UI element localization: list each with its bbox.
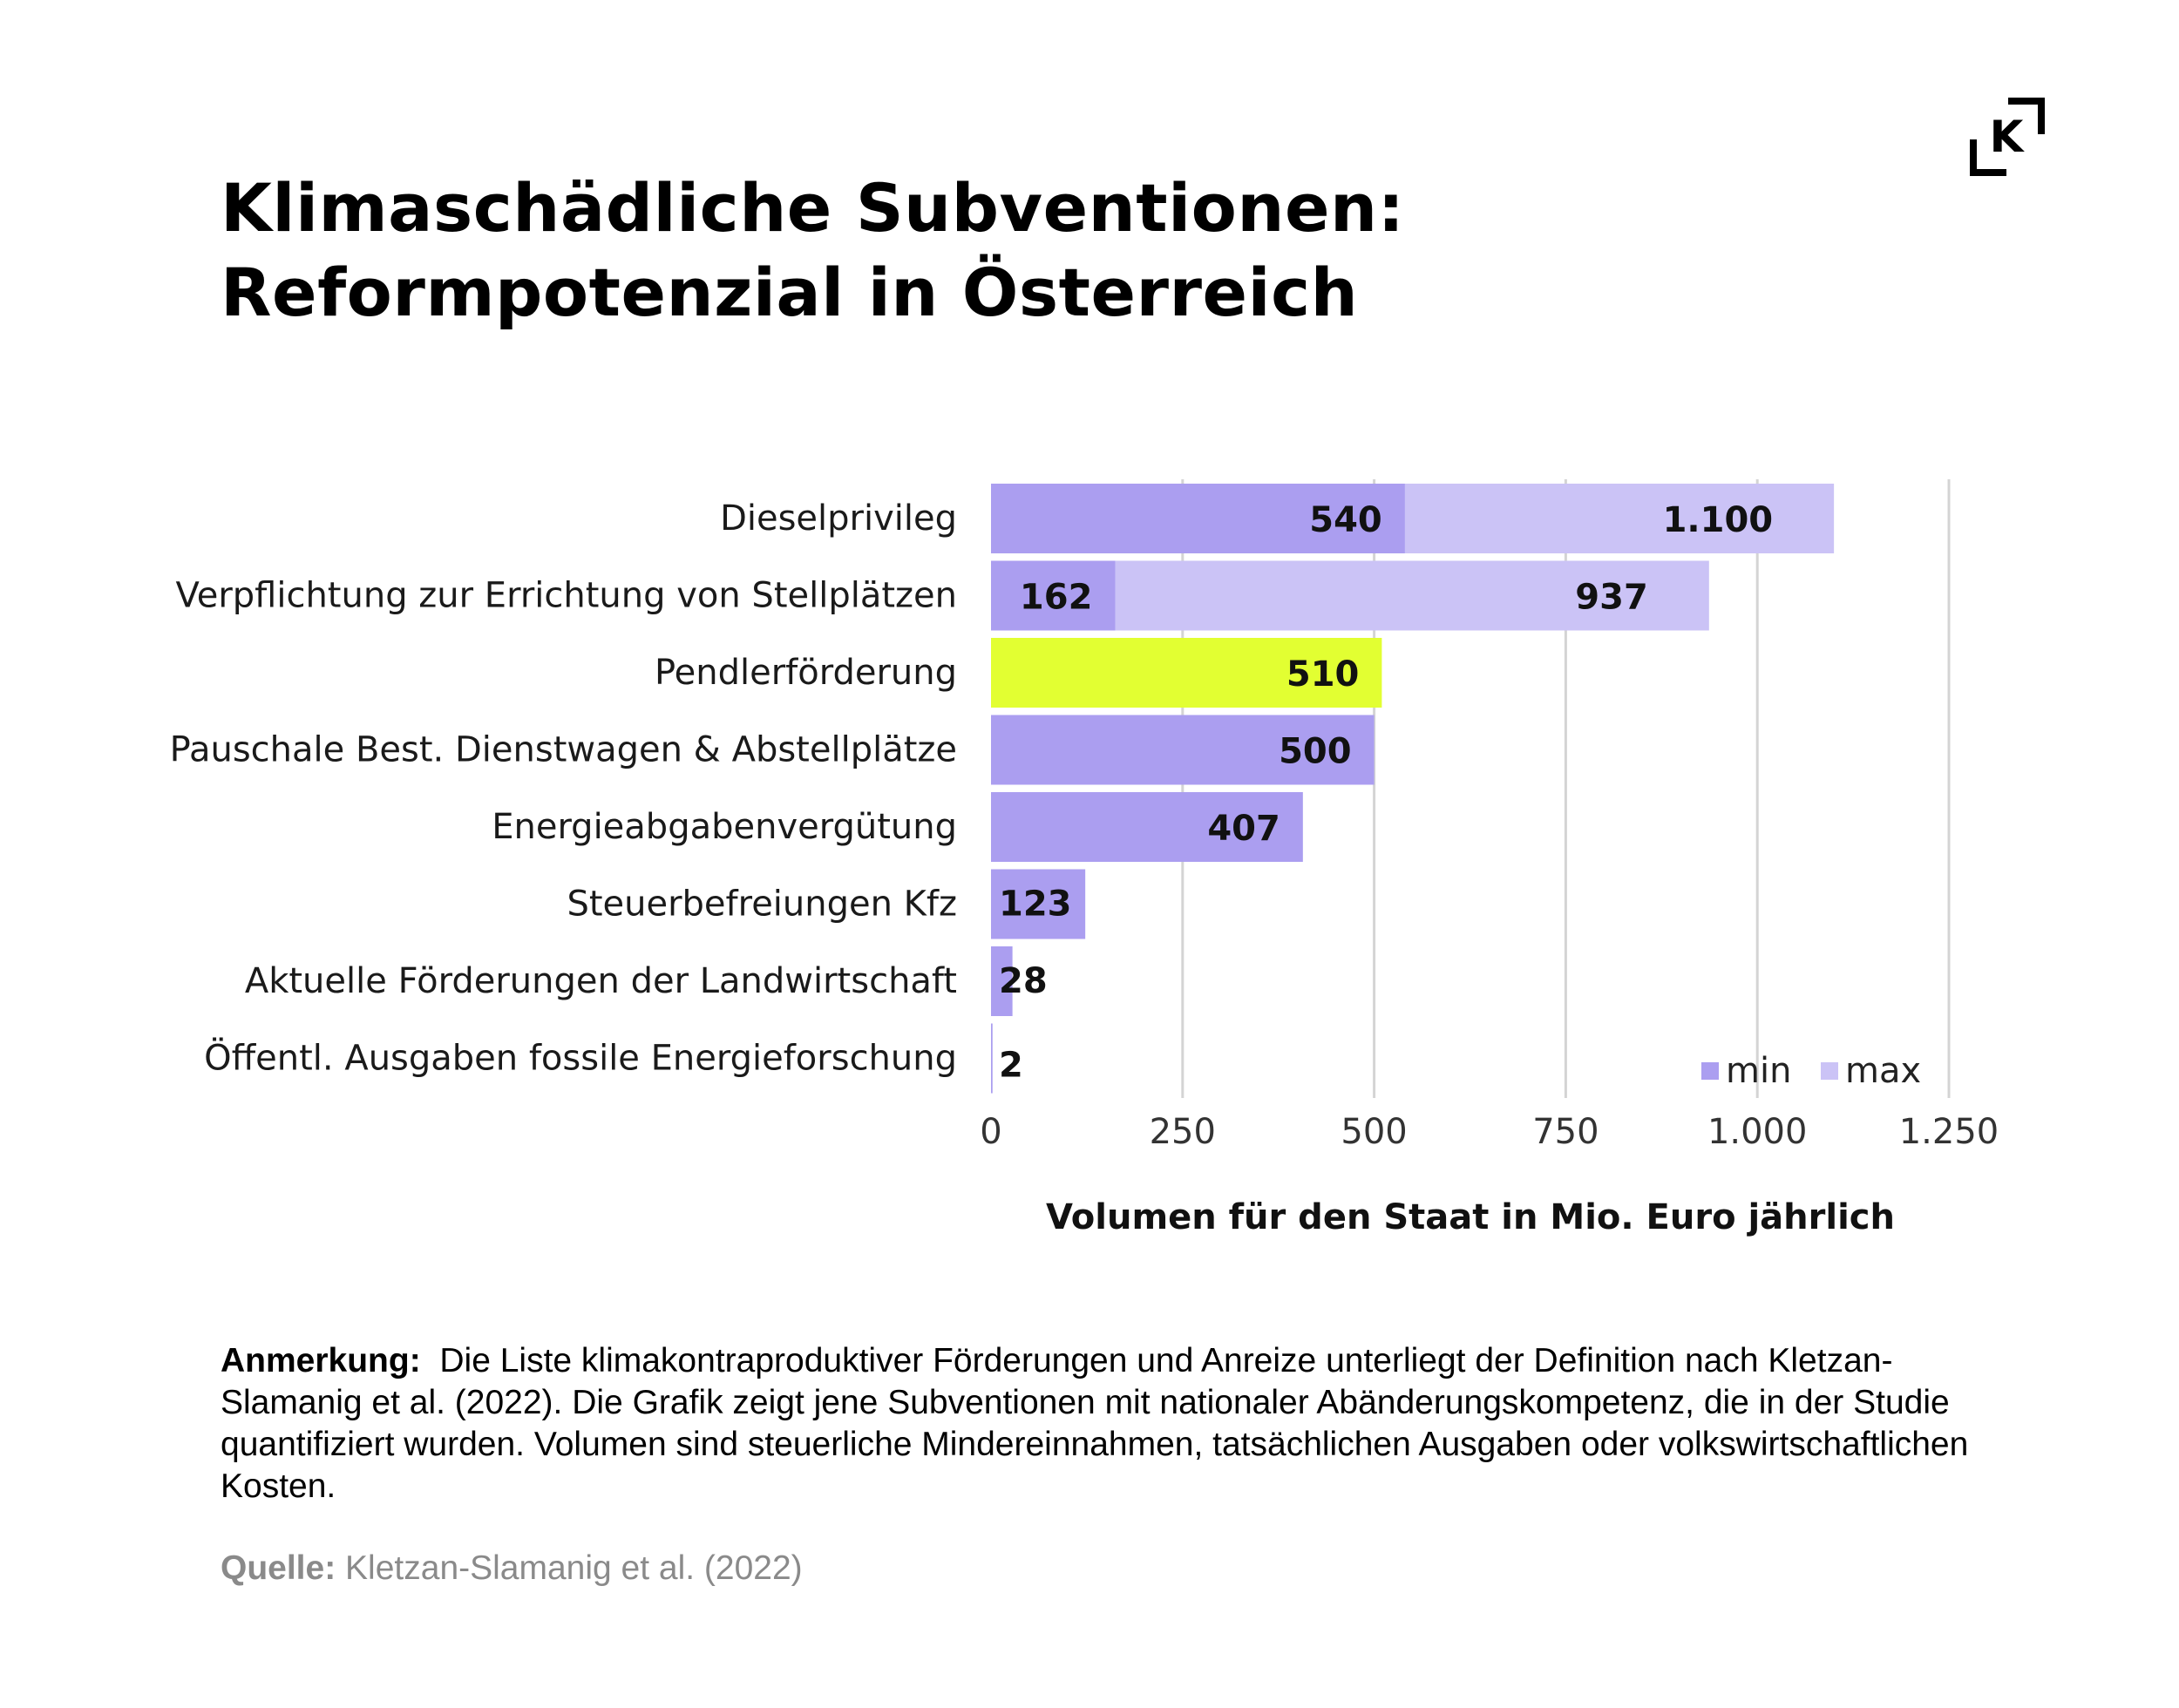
bar-min-0 — [991, 484, 1405, 553]
data-label-min-4: 407 — [1207, 809, 1280, 849]
legend-swatch-max — [1821, 1062, 1838, 1080]
note-paragraph: Anmerkung: Die Liste klimakontraprodukti… — [221, 1340, 2007, 1508]
category-label-3: Pauschale Best. Dienstwagen & Abstellplä… — [170, 730, 957, 770]
note-lead: Anmerkung: — [221, 1342, 421, 1379]
x-tick-labels: 0 250 500 750 1.000 1.250 — [980, 1112, 1999, 1152]
category-label-1: Verpflichtung zur Errichtung von Stellpl… — [175, 576, 957, 616]
data-label-min-3: 500 — [1279, 732, 1352, 772]
x-axis-label: Volumen für den Staat in Mio. Euro jährl… — [1046, 1197, 1895, 1237]
category-labels: Dieselprivileg Verpflichtung zur Errichtu… — [170, 498, 957, 1079]
bar-min-1 — [991, 560, 1116, 631]
data-label-min-1: 162 — [1020, 578, 1093, 618]
x-tick-label-1: 250 — [1150, 1112, 1216, 1152]
data-label-min-0: 540 — [1309, 500, 1382, 540]
bar-min-7 — [991, 1023, 993, 1094]
legend-swatch-min — [1701, 1062, 1719, 1080]
x-tick-label-4: 1.000 — [1707, 1112, 1808, 1152]
data-label-max-0: 1.100 — [1663, 500, 1774, 540]
legend-label-max: max — [1845, 1051, 1921, 1091]
category-label-7: Öffentl. Ausgaben fossile Energieforschu… — [204, 1037, 957, 1079]
bar-min-4 — [991, 792, 1303, 862]
data-label-min-6: 28 — [999, 961, 1048, 1001]
category-label-5: Steuerbefreiungen Kfz — [567, 884, 957, 925]
category-label-0: Dieselprivileg — [720, 498, 957, 539]
data-labels: 540 1.100 162 937 510 500 407 123 28 2 — [999, 500, 1773, 1086]
data-label-min-5: 123 — [999, 884, 1072, 925]
bar-min-5 — [991, 869, 1086, 939]
page-title: Klimaschädliche Subventionen: Reformpote… — [221, 166, 1702, 335]
x-tick-label-3: 750 — [1532, 1112, 1599, 1152]
bar-min-2 — [991, 638, 1382, 708]
data-label-min-7: 2 — [999, 1046, 1023, 1086]
source-lead: Quelle: — [221, 1549, 336, 1587]
bar-min-3 — [991, 715, 1375, 785]
title-line-1: Klimaschädliche Subventionen: — [221, 169, 1405, 247]
source-line: Quelle: Kletzan-Slamanig et al. (2022) — [221, 1548, 803, 1589]
bars — [991, 484, 1835, 1094]
legend-label-min: min — [1726, 1051, 1791, 1091]
title-line-2: Reformpotenzial in Österreich — [221, 254, 1359, 331]
x-tick-label-2: 500 — [1341, 1112, 1407, 1152]
bar-chart: 540 1.100 162 937 510 500 407 123 28 2 Dieselpriv… — [170, 479, 1999, 1237]
source-text: Kletzan-Slamanig et al. (2022) — [345, 1549, 803, 1587]
legend: min max — [1701, 1051, 1921, 1091]
data-label-min-2: 510 — [1286, 654, 1360, 695]
k-bracket-logo-icon: K — [1970, 98, 2045, 176]
x-tick-label-5: 1.250 — [1899, 1112, 1999, 1152]
x-tick-label-0: 0 — [980, 1112, 1001, 1152]
category-label-2: Pendlerförderung — [655, 653, 957, 693]
logo-letter: K — [1990, 112, 2026, 162]
note-text: Die Liste klimakontraproduktiver Förderu… — [221, 1342, 1969, 1505]
data-label-max-1: 937 — [1575, 578, 1648, 618]
bar-min-6 — [991, 946, 1013, 1016]
category-label-4: Energieabgabenvergütung — [492, 807, 957, 847]
category-label-6: Aktuelle Förderungen der Landwirtschaft — [245, 961, 957, 1001]
